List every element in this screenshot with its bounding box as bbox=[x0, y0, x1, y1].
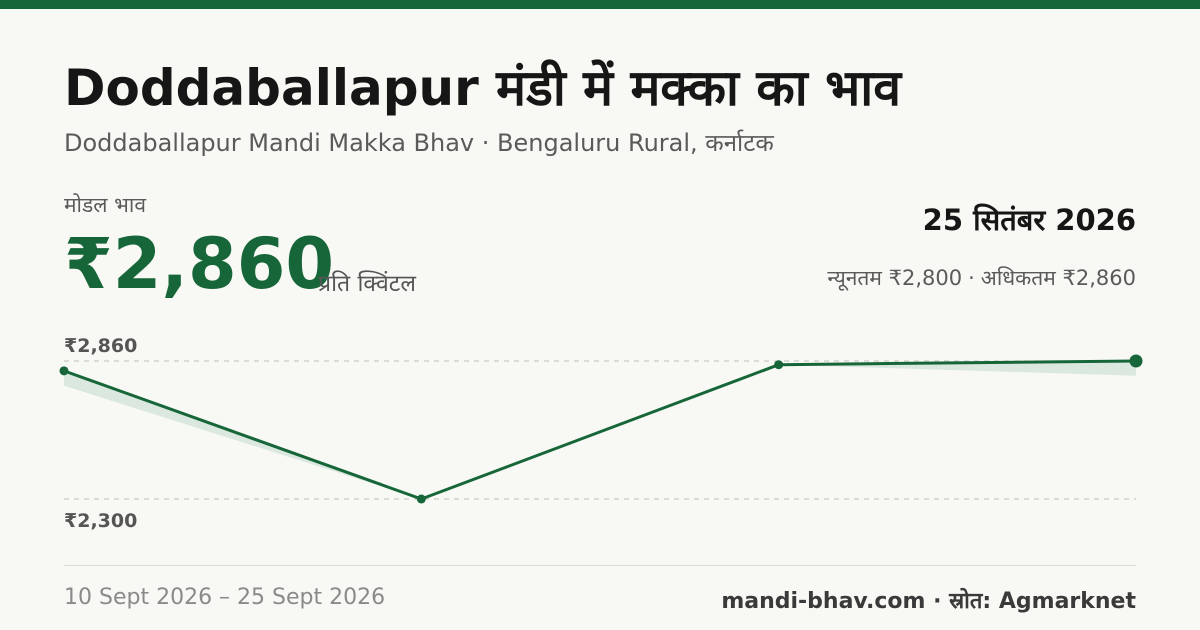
price-range: न्यूनतम ₹2,800 · अधिकतम ₹2,860 bbox=[827, 264, 1136, 292]
max-price: अधिकतम ₹2,860 bbox=[980, 266, 1136, 290]
page-subtitle: Doddaballapur Mandi Makka Bhav · Bengalu… bbox=[64, 129, 774, 157]
series-line bbox=[63, 359, 1137, 501]
page-title: Doddaballapur मंडी में मक्का का भाव bbox=[64, 59, 902, 117]
price-date: 25 सितंबर 2026 bbox=[922, 203, 1136, 237]
data-point-0 bbox=[59, 366, 69, 376]
reference-label-1: ₹2,300 bbox=[64, 510, 137, 532]
min-price: न्यूनतम ₹2,800 bbox=[827, 266, 963, 290]
data-point-2 bbox=[774, 360, 784, 370]
footer-source: mandi-bhav.com · स्रोत: Agmarknet bbox=[721, 589, 1136, 614]
modal-price-label: मोडल भाव bbox=[64, 193, 147, 217]
range-separator: · bbox=[968, 266, 975, 290]
modal-price-value: ₹2,860 bbox=[64, 223, 335, 305]
reference-label-0: ₹2,860 bbox=[64, 335, 137, 357]
footer-divider bbox=[64, 565, 1136, 566]
price-trend-chart: ₹2,860 ₹2,300 bbox=[59, 335, 1143, 532]
price-unit: प्रति क्विंटल bbox=[318, 271, 416, 297]
data-point-1 bbox=[416, 494, 426, 504]
top-accent-bar bbox=[0, 0, 1200, 9]
data-point-3 bbox=[1129, 354, 1143, 368]
footer-date-range: 10 Sept 2026 – 25 Sept 2026 bbox=[64, 585, 386, 610]
